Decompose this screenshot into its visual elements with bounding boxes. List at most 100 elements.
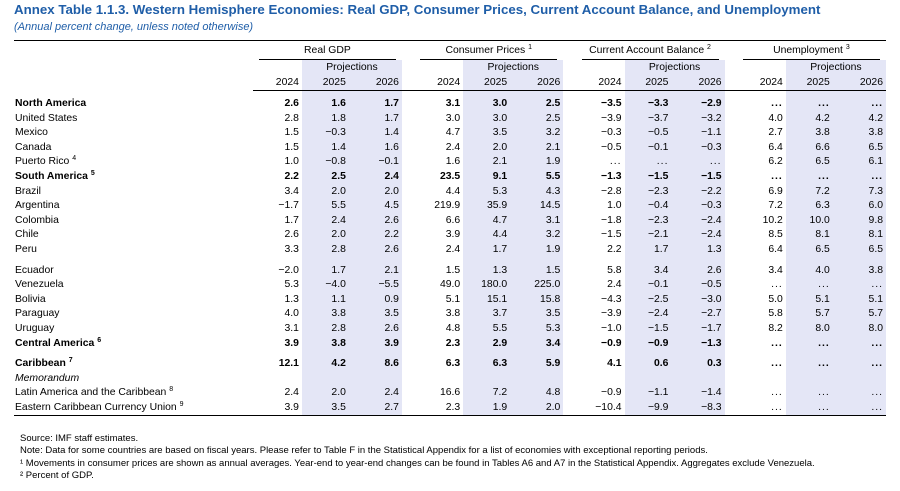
table-cell: ... <box>818 279 830 291</box>
table-cell: 2.4 <box>384 387 399 399</box>
table-cell: −5.5 <box>378 279 399 291</box>
table-cell: 1.9 <box>545 156 561 168</box>
table-cell: −3.9 <box>601 112 622 124</box>
table-cell: −0.5 <box>701 279 722 291</box>
table-row: United States 2.8 1.8 1.7 3.0 3.0 2.5 −3.9 −3.7 −… <box>14 112 886 127</box>
row-label: Venezuela <box>14 278 253 293</box>
header-blank <box>253 60 302 75</box>
table-cell: 2.7 <box>348 400 402 417</box>
row-label-text: Peru <box>15 243 37 255</box>
cell-gap <box>725 322 737 337</box>
note-line: ¹ Movements in consumer prices are shown… <box>20 457 815 469</box>
group-header: Current Account Balance 2 <box>576 42 725 60</box>
table-cell: 4.7 <box>492 214 508 226</box>
table-cell: ... <box>871 387 883 399</box>
table-cell: 2.4 <box>384 170 399 182</box>
table-row: Puerto Rico 4 1.0 −0.8 −0.1 1.6 2.1 1.9.......… <box>14 155 886 170</box>
table-cell: ... <box>771 387 783 399</box>
table-cell: 3.0 <box>445 112 461 124</box>
row-label: United States <box>14 112 253 127</box>
table-cell: −1.5 <box>647 322 669 334</box>
table-cell: 2.6 <box>707 264 722 276</box>
table-cell: 2.5 <box>545 112 561 124</box>
table-cell: −9.9 <box>624 400 672 417</box>
cell-gap <box>725 97 737 112</box>
table-cell <box>786 372 833 387</box>
table-cell <box>349 372 402 387</box>
table-cell: 12.1 <box>278 358 299 370</box>
table-cell: ... <box>771 279 783 291</box>
cell-gap <box>725 170 737 185</box>
table-cell: 1.7 <box>384 112 399 124</box>
data-table: Real GDP Consumer Prices 1 Current Account… <box>14 42 886 417</box>
cell-gap <box>563 155 575 170</box>
table-cell: ... <box>656 156 669 168</box>
table-cell: 4.2 <box>868 112 883 124</box>
table-cell: 2.4 <box>607 279 622 291</box>
row-label-text: Latin America and the Caribbean <box>15 387 167 399</box>
table-row: Central America 6 3.9 3.8 3.9 2.3 2.9 3.4 −0.9 −… <box>14 337 886 352</box>
table-cell: 2.5 <box>331 170 346 182</box>
table-cell: −1.7 <box>701 322 722 334</box>
table-cell: ... <box>709 156 722 168</box>
table-cell: −1.5 <box>601 229 622 241</box>
group-header-label: Current Account Balance 2 <box>581 42 719 60</box>
table-subtitle: (Annual percent change, unless noted oth… <box>14 21 254 33</box>
cell-gap <box>725 141 737 156</box>
table-cell: ... <box>871 337 883 349</box>
table-cell: 4.0 <box>815 264 830 276</box>
table-cell: 5.7 <box>815 308 830 320</box>
table-cell: −4.3 <box>601 293 622 305</box>
table-cell: −1.5 <box>701 170 722 182</box>
table-cell: 6.4 <box>768 243 783 255</box>
cell-gap <box>402 126 414 141</box>
table-cell: 16.6 <box>439 387 461 399</box>
table-cell: ... <box>871 170 883 182</box>
cell-gap <box>402 112 414 127</box>
table-cell: 4.0 <box>284 308 299 320</box>
table-cell: 3.1 <box>445 98 461 109</box>
table-cell: 3.2 <box>545 229 561 241</box>
cell-gap <box>402 337 414 352</box>
table-cell: −0.1 <box>378 156 399 168</box>
table-cell: 3.9 <box>252 400 302 417</box>
table-cell: 1.3 <box>707 243 722 255</box>
table-cell <box>625 372 672 387</box>
table-row: Peru 3.3 2.8 2.6 2.4 1.7 1.9 2.2 1.7 1.3 6.4 6.5 6.5 <box>14 243 886 258</box>
year-header: 2024 <box>414 75 464 91</box>
table-cell: 4.4 <box>445 185 461 197</box>
header-blank <box>414 60 463 75</box>
table-cell: 3.9 <box>445 229 461 241</box>
table-cell: 10.2 <box>762 214 783 226</box>
row-label-text: Mexico <box>15 127 48 139</box>
table-cell: 3.4 <box>768 264 783 276</box>
table-cell: 6.5 <box>815 243 830 255</box>
table-row: Brazil 3.4 2.0 2.0 4.4 5.3 4.3 −2.8 −2.3 −2.2 6.9 7… <box>14 185 886 200</box>
table-cell <box>510 372 563 387</box>
row-label-text: North America <box>15 98 87 109</box>
group-header: Real GDP <box>253 42 402 60</box>
cell-gap <box>725 372 737 387</box>
table-cell: 23.5 <box>439 170 461 182</box>
header-groups-row: Real GDP Consumer Prices 1 Current Account… <box>14 42 886 60</box>
cell-gap <box>402 228 414 243</box>
cell-gap <box>563 228 575 243</box>
cell-gap <box>402 243 414 258</box>
table-cell: −2.4 <box>701 214 722 226</box>
table-cell: −0.5 <box>647 127 669 139</box>
table-cell: 1.3 <box>492 264 508 276</box>
table-cell: ... <box>785 400 833 417</box>
row-label: Argentina <box>14 199 253 214</box>
cell-gap <box>563 264 575 279</box>
header-blank <box>737 60 786 75</box>
table-cell: 1.5 <box>284 127 299 139</box>
cell-gap <box>725 293 737 308</box>
footnote-marker: 9 <box>179 400 184 408</box>
cell-gap <box>725 199 737 214</box>
cell-gap <box>725 307 737 322</box>
cell-gap <box>563 322 575 337</box>
year-header: 2026 <box>348 75 402 91</box>
table-cell: 6.2 <box>768 156 783 168</box>
row-label: Mexico <box>14 126 253 141</box>
table-cell: −2.9 <box>701 98 722 109</box>
